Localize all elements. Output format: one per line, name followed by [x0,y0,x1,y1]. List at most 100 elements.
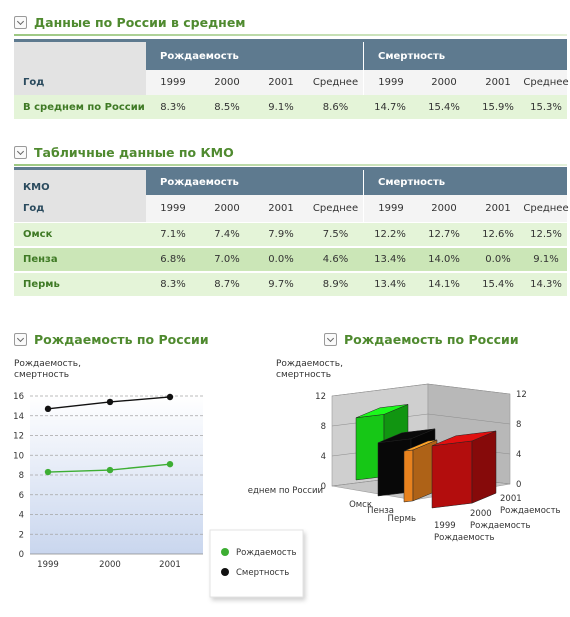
kmo-table: КМО Рождаемость Смертность Год 1999 2000 2… [14,167,569,297]
year-header-cell: 2001 [268,77,294,88]
x-tick-labels: 1999 2000 2001 [37,560,181,570]
year-header-cell: 1999 [160,77,186,88]
legend-box [209,529,304,598]
group-header-birth: Рождаемость [146,42,363,70]
table-cell: 13.4% [374,279,406,290]
z-tick-label: 8 [321,422,326,432]
wall-gridline [331,383,511,397]
y-axis-label-line2: смертность [276,370,331,380]
gridlines [30,395,203,555]
z-tick-label: 4 [516,450,521,460]
section-underline [14,34,567,36]
z-tick-label: 12 [315,392,326,402]
collapse-toggle-icon[interactable] [14,333,27,346]
table-cell: 15.3% [530,101,562,113]
x-tick-label: 2001 [159,560,181,570]
table-top-bar [14,39,567,42]
table-cell: 8.7% [214,279,240,290]
table-row: Пермь 8.3% 8.7% 9.7% 8.9% 13.4% 14.1% 15.4% 14.… [14,273,567,296]
x-axis-label: Рождаемость [434,533,495,543]
row-label: Омск [23,229,53,240]
table-cell: 7.5% [322,229,349,240]
table-cell: 12.6% [482,229,514,240]
y-tick-label: 8 [19,471,24,481]
y-tick-label: 2 [19,530,24,540]
legend-label-death: Смертность [236,568,289,578]
data-point [44,405,52,413]
table-cell: 7.4% [214,229,240,240]
group-header-row: КМО Рождаемость Смертность [14,170,567,195]
x-tick-label: 1999 [37,560,59,570]
year-header-cell: 2001 [485,77,511,88]
y-axis-label-line1: Рождаемость, [276,359,343,369]
z-tick-label: 4 [321,452,326,462]
line-chart-title[interactable]: Рождаемость по России [14,332,209,347]
year-header-cell: Среднее [523,203,569,214]
y-tick-label: 14 [13,412,24,422]
bars [355,404,497,509]
table-row: Омск 7.1% 7.4% 7.9% 7.5% 12.2% 12.7% 12.6% 12.5… [14,223,567,246]
data-point [106,466,114,474]
table-cell: 14.7% [374,101,406,113]
legend: Рождаемость Смертность [209,529,304,598]
x-axis-label: 1999 [434,521,456,531]
group-header-death: Смертность [363,170,567,195]
year-header-cell: 2000 [214,203,240,214]
table-cell: 9.7% [268,279,294,290]
table-cell: 15.4% [482,279,514,290]
x-axis-label: 2000 [470,509,492,519]
table-top-bar [14,167,567,170]
line-chart-title-text: Рождаемость по России [34,332,209,347]
y-tick-label: 12 [13,432,24,442]
bar3d-chart-title[interactable]: Рождаемость по России [324,332,519,347]
section-underline [14,164,567,166]
table-cell: 7.0% [214,254,240,265]
table-row: Пенза 6.8% 7.0% 0.0% 4.6% 13.4% 14.0% 0.0% 9.1% [14,248,567,271]
table-cell: 12.7% [428,229,460,240]
x-tick-label: 2000 [99,560,121,570]
group-header-death: Смертность [363,42,567,70]
z-tick-labels-right: 0 4 8 12 [516,390,527,490]
table-cell: 0.0% [485,254,511,265]
year-header-row: Год 1999 2000 2001 Среднее 1999 2000 2001 Средн… [14,195,569,222]
row-label: Пермь [23,279,60,290]
collapse-toggle-icon[interactable] [324,333,337,346]
bar [403,439,438,503]
table-cell: 8.3% [160,279,186,290]
table-cell: 8.9% [322,279,349,290]
table-cell: 15.4% [428,101,460,113]
bar3d-chart: Рождаемость, смертность 0 4 8 12 0 4 8 12 В ср… [248,359,561,543]
y-tick-labels: 0 2 4 6 8 10 12 14 16 [13,392,24,560]
x-axis-label: Рождаемость [470,521,531,531]
y-axis-label-line2: смертность [14,370,69,380]
legend-label-birth: Рождаемость [236,548,297,558]
table-cell: 14.0% [428,254,460,265]
table-cell: 0.0% [268,254,294,265]
z-tick-labels-left: 0 4 8 12 [315,392,326,492]
year-header-cell: 1999 [363,195,418,222]
bar [431,430,497,509]
line-chart: Рождаемость, смертность 0 2 4 6 8 10 12 14 16 19… [13,359,304,598]
y-axis-label-line1: Рождаемость, [14,359,81,369]
series-lines [44,393,174,476]
header-blank [14,42,146,70]
z-tick-label: 12 [516,390,527,400]
row-label: В среднем по России [23,101,145,113]
section-title-russia-average[interactable]: Данные по России в среднем [14,15,246,30]
x-axis-label: 2001 [500,494,522,504]
table-cell: 7.9% [268,229,294,240]
y-tick-label: 6 [19,491,24,501]
year-header-cell: 2000 [214,77,240,88]
y-tick-label: 0 [19,550,24,560]
year-header-cell: 1999 [363,70,418,95]
x-axis-label: Рождаемость [500,506,561,516]
table-cell: 12.5% [530,229,562,240]
collapse-toggle-icon[interactable] [14,16,27,29]
group-header-birth: Рождаемость [146,170,363,195]
category-label: В среднем по России [248,486,323,496]
category-label: Омск [349,500,372,510]
z-tick-label: 8 [516,420,521,430]
section-title-kmo[interactable]: Табличные данные по КМО [14,145,234,160]
legend-marker-birth [221,548,229,556]
collapse-toggle-icon[interactable] [14,146,27,159]
